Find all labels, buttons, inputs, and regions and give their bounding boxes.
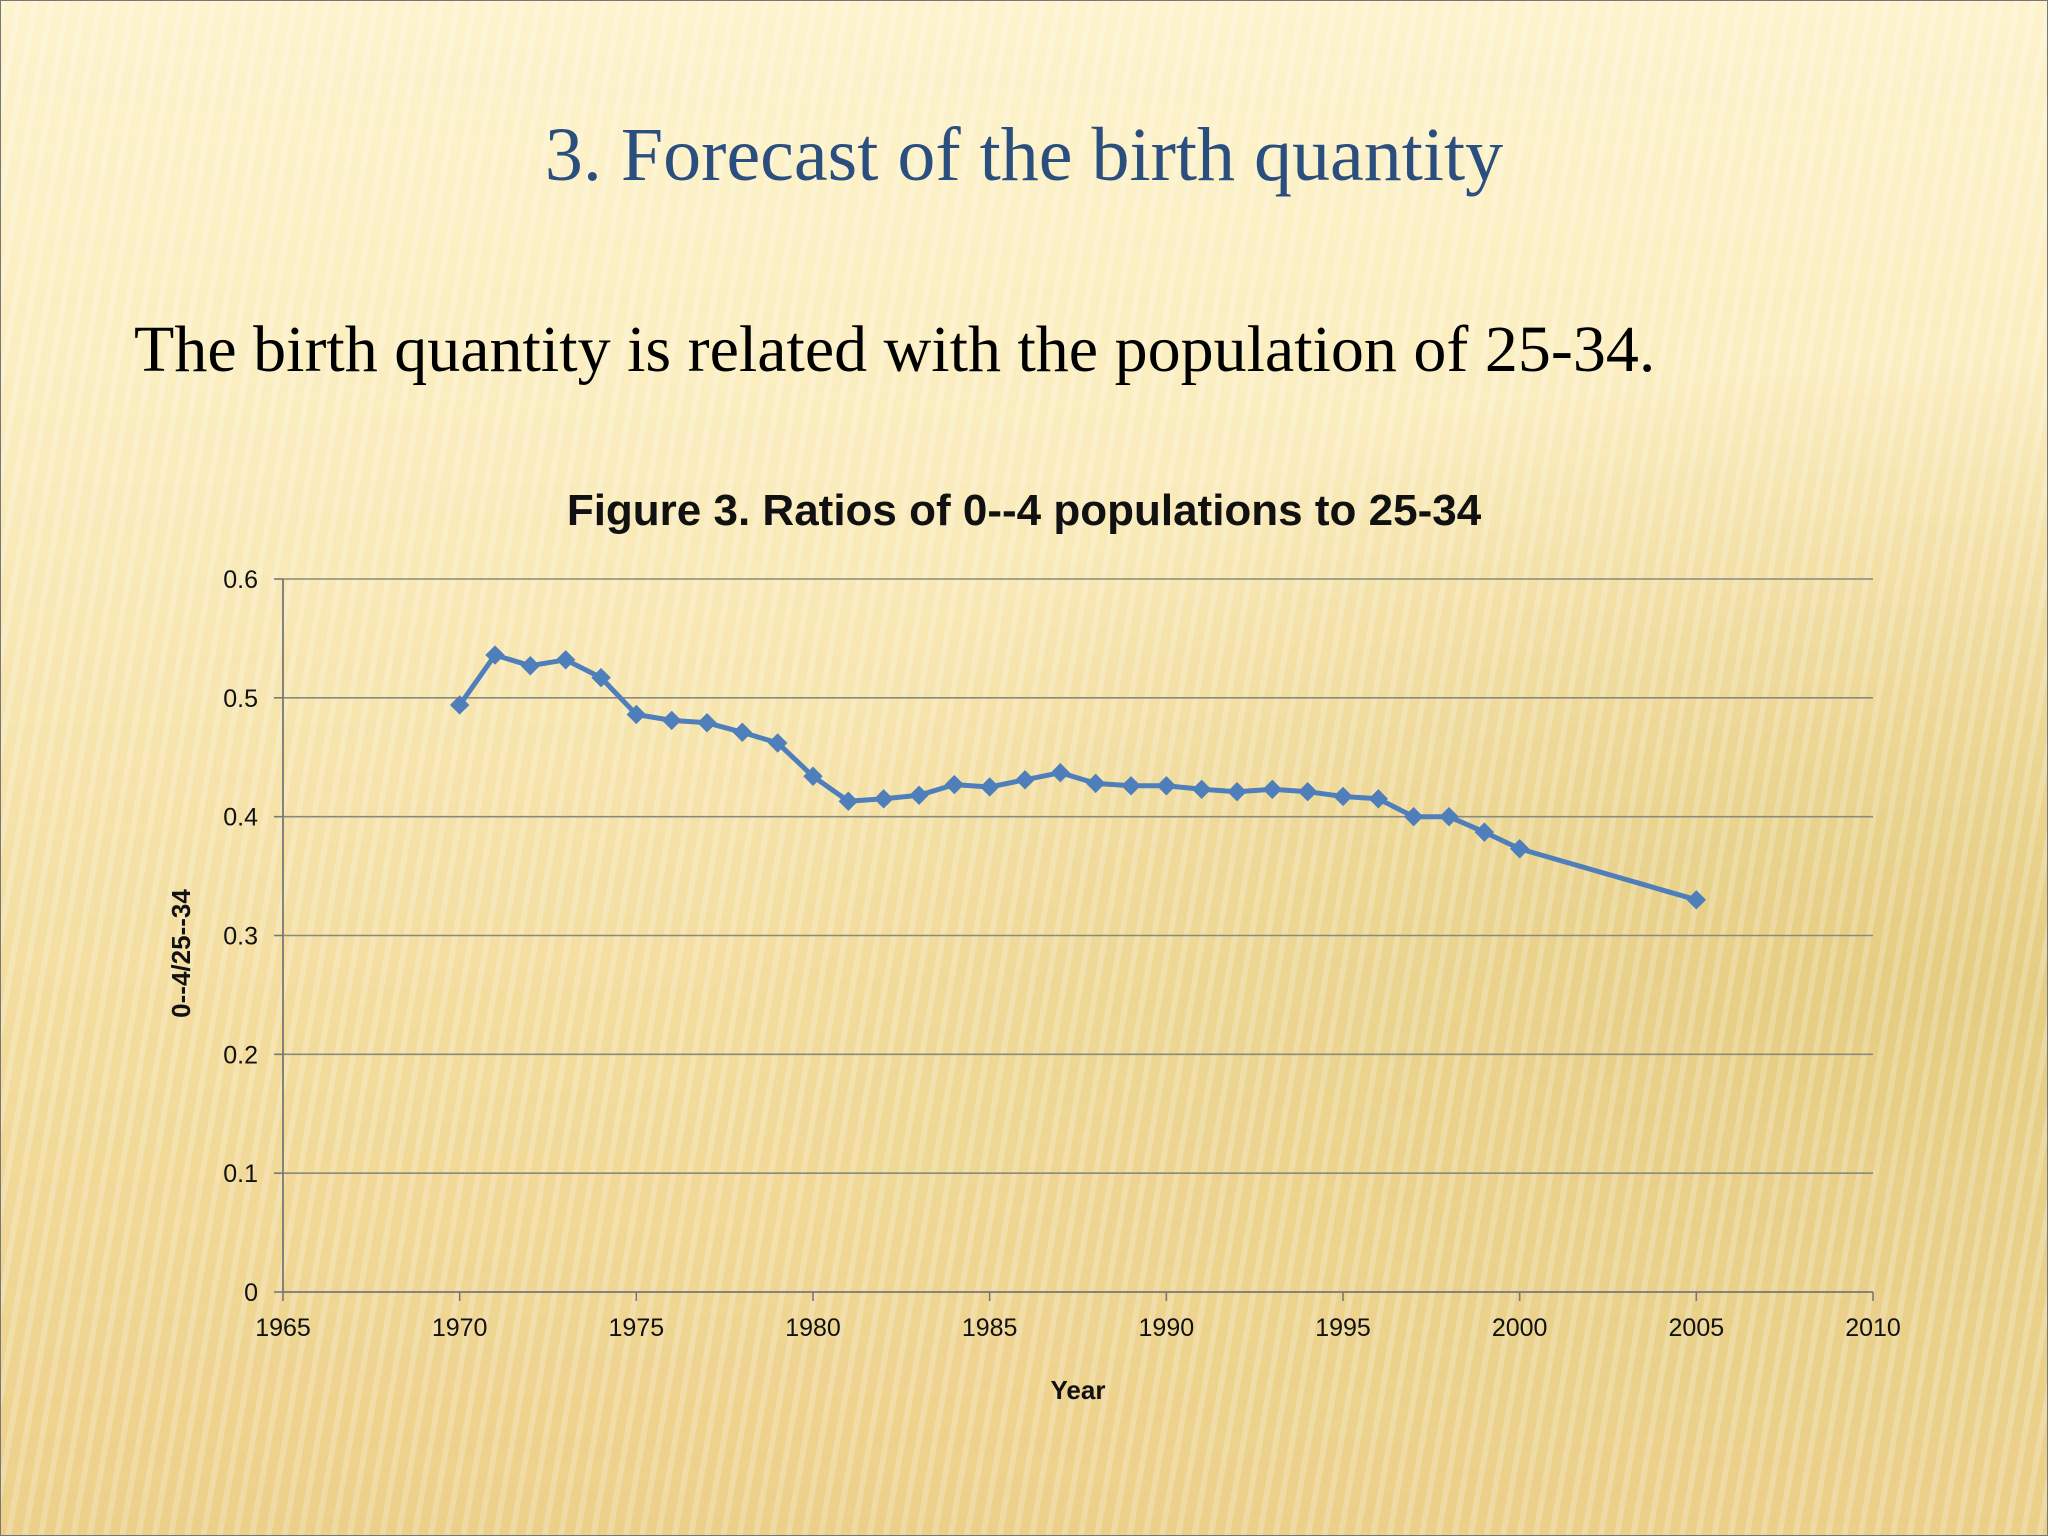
y-tick-label: 0.1 bbox=[223, 1160, 258, 1188]
y-tick-label: 0.4 bbox=[223, 804, 258, 832]
data-point-marker bbox=[803, 766, 823, 786]
data-point-marker bbox=[520, 656, 541, 676]
data-point-marker bbox=[1156, 776, 1177, 796]
y-tick-label: 0.6 bbox=[223, 566, 258, 594]
slide-body-text: The birth quantity is related with the p… bbox=[134, 313, 1656, 386]
x-tick-label: 2000 bbox=[1492, 1314, 1548, 1342]
data-point-marker bbox=[1121, 776, 1141, 796]
x-tick-label: 1990 bbox=[1139, 1314, 1195, 1342]
data-point-marker bbox=[1050, 762, 1071, 783]
data-point-marker bbox=[1227, 782, 1247, 802]
data-point-marker bbox=[1085, 773, 1106, 794]
data-point-marker bbox=[838, 791, 859, 811]
data-point-marker bbox=[1368, 789, 1389, 809]
data-point-marker bbox=[591, 667, 611, 688]
data-point-marker bbox=[909, 785, 929, 805]
y-tick-label: 0.2 bbox=[223, 1041, 258, 1069]
slide-title: 3. Forecast of the birth quantity bbox=[544, 113, 1504, 197]
x-tick-label: 1995 bbox=[1315, 1314, 1371, 1342]
data-point-marker bbox=[732, 722, 753, 743]
data-point-marker bbox=[1509, 839, 1530, 859]
data-point-marker bbox=[1403, 806, 1424, 827]
data-point-marker bbox=[555, 650, 576, 670]
data-point-marker bbox=[944, 774, 965, 795]
y-axis-label: 0--4/25--34 bbox=[166, 889, 196, 1018]
y-tick-label: 0.3 bbox=[223, 923, 258, 951]
data-point-marker bbox=[697, 713, 717, 733]
x-tick-label: 1975 bbox=[609, 1314, 665, 1342]
x-tick-label: 2010 bbox=[1845, 1314, 1901, 1342]
x-tick-label: 2005 bbox=[1669, 1314, 1725, 1342]
x-tick-label: 1980 bbox=[785, 1314, 841, 1342]
y-tick-label: 0.5 bbox=[223, 685, 258, 713]
x-tick-label: 1985 bbox=[962, 1314, 1018, 1342]
data-point-marker bbox=[1686, 890, 1707, 910]
chart-title: Figure 3. Ratios of 0--4 populations to … bbox=[566, 486, 1482, 535]
data-point-marker bbox=[1297, 782, 1318, 802]
x-tick-label: 1965 bbox=[255, 1314, 311, 1342]
data-point-marker bbox=[1439, 806, 1459, 827]
data-point-marker bbox=[1191, 779, 1212, 800]
x-axis-label: Year bbox=[1051, 1375, 1106, 1405]
data-point-marker bbox=[979, 777, 1000, 797]
data-point-marker bbox=[1333, 786, 1353, 807]
data-point-marker bbox=[873, 789, 894, 809]
series-line bbox=[457, 652, 1697, 903]
data-point-marker bbox=[449, 695, 470, 715]
data-point-marker bbox=[767, 733, 788, 753]
data-point-marker bbox=[1015, 770, 1035, 790]
y-tick-label: 0 bbox=[244, 1279, 258, 1307]
x-tick-label: 1970 bbox=[432, 1314, 488, 1342]
data-point-marker bbox=[1262, 779, 1283, 800]
data-point-marker bbox=[1474, 822, 1495, 842]
data-point-marker bbox=[485, 645, 505, 665]
data-point-marker bbox=[661, 710, 682, 731]
data-point-marker bbox=[626, 704, 647, 725]
